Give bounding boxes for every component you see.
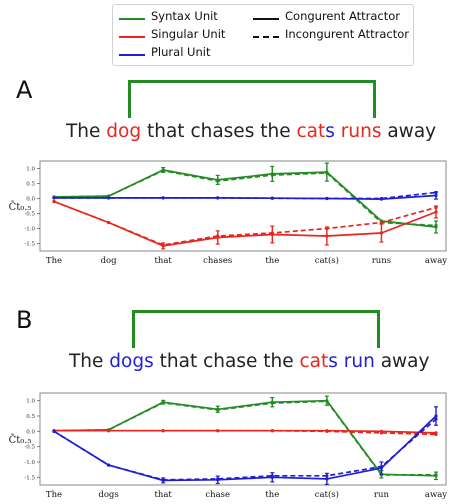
legend-line-syntax (119, 18, 145, 20)
series-line-syntax-incongruent (53, 169, 437, 227)
data-point-singular (106, 220, 111, 225)
sentence-word: The (69, 351, 110, 372)
data-point-singular (52, 199, 56, 204)
sentence-word: that chases the (141, 121, 297, 142)
legend-line-plural (119, 54, 145, 56)
legend-label-incongruent: Incongurent Attractor (285, 27, 409, 41)
legend-label-syntax: Syntax Unit (151, 9, 218, 23)
legend-label-singular: Singular Unit (151, 27, 226, 41)
sentence-word: away (381, 121, 437, 142)
panel-a-sentence: The dog that chases the cats runs away (66, 121, 436, 142)
x-tick-label: run (374, 490, 390, 500)
series-line-singular-congruent (53, 200, 437, 247)
panel-a-chart: 1.0 0.5 0.0 -0.5 -1.0 -1.5 C̃t₀.₅ The dog that cha… (9, 160, 447, 266)
data-point-plural (161, 196, 165, 200)
x-tick-label: that (154, 256, 172, 266)
data-point-singular (379, 431, 384, 435)
x-tick-label: chase (205, 490, 230, 500)
data-point-plural (379, 196, 384, 201)
sentence-word: s (325, 121, 335, 142)
y-tick-label: -1.5 (24, 242, 35, 248)
y-axis-label: C̃t₀.₅ (9, 201, 32, 213)
x-tick-label: The (46, 490, 62, 500)
data-point-singular (106, 429, 111, 433)
data-point-plural (216, 196, 220, 200)
series-line-syntax-incongruent (53, 400, 436, 476)
y-tick-label: 0.0 (26, 197, 35, 203)
sentence-word: cat (296, 121, 326, 142)
sentence-word: s (328, 351, 338, 372)
sentence-word: cat (299, 351, 329, 372)
y-tick-label: 0.5 (26, 182, 35, 188)
series-line-plural-incongruent (53, 418, 437, 481)
data-point-singular (216, 429, 220, 433)
x-tick-label: cat(s) (315, 255, 339, 266)
sentence-word: away (374, 351, 430, 372)
y-tick-label: -1.0 (24, 460, 35, 466)
panel-b-sentence: The dogs that chase the cats run away (69, 351, 429, 372)
sentence-word: The (66, 121, 107, 142)
series-line-syntax-congruent (53, 399, 437, 477)
x-tick-label: the (265, 490, 279, 500)
x-tick-label: runs (372, 256, 391, 266)
legend-label-plural: Plural Unit (151, 45, 211, 59)
data-point-singular (161, 429, 165, 433)
y-axis-label: C̃t₀.₅ (9, 434, 32, 446)
data-point-singular (325, 429, 329, 433)
data-point-singular (434, 432, 438, 436)
x-tick-label: dog (101, 256, 118, 266)
data-point-singular (379, 220, 384, 225)
x-tick-label: chases (203, 256, 232, 266)
plot-frame (39, 160, 447, 252)
sentence-word: run (343, 351, 375, 372)
x-tick-label: cat(s) (315, 489, 339, 500)
sentence-word: dogs (109, 351, 154, 372)
series-line-singular-congruent (54, 429, 437, 434)
x-tick-label: away (425, 490, 447, 500)
data-point-plural (52, 196, 56, 200)
y-tick-label: 1.0 (26, 399, 35, 405)
legend: Syntax Unit Singular Unit Plural Unit Co… (112, 4, 414, 66)
x-tick-label: The (46, 256, 62, 266)
panel-b-letter: B (16, 306, 33, 334)
panel-b-chart: 1.0 0.5 0.0 -0.5 -1.0 -1.5 C̃t₀.₅ The dogs that ch… (9, 392, 447, 500)
sentence-word: that chase the (153, 351, 300, 372)
legend-line-congruent (253, 18, 279, 20)
panel-b-bracket (132, 310, 380, 348)
data-point-plural (52, 429, 56, 433)
legend-label-congruent: Congurent Attractor (285, 9, 400, 23)
data-point-plural (106, 463, 111, 467)
legend-line-singular (119, 36, 145, 38)
legend-line-incongruent (253, 36, 279, 38)
y-tick-label: -1.0 (24, 227, 35, 233)
series-line-plural-congruent (54, 194, 437, 200)
data-point-plural (270, 196, 274, 200)
x-tick-label: that (154, 490, 172, 500)
data-point-singular (270, 429, 274, 433)
series-line-singular-incongruent (53, 200, 437, 246)
data-point-plural (325, 196, 329, 201)
panel-a-bracket (128, 80, 376, 118)
y-tick-label: 1.0 (26, 167, 35, 173)
x-tick-label: dogs (98, 490, 118, 500)
y-tick-label: -0.5 (24, 212, 35, 218)
x-tick-label: the (265, 256, 279, 266)
y-tick-label: 0.5 (26, 414, 35, 420)
data-point-plural (106, 196, 111, 200)
sentence-word: dog (106, 121, 142, 142)
x-tick-label: away (425, 256, 447, 266)
panel-a-letter: A (16, 76, 33, 104)
plot-frame (39, 392, 447, 486)
sentence-word: runs (340, 121, 382, 142)
y-tick-label: -1.5 (24, 475, 35, 481)
y-tick-label: 0.0 (26, 429, 35, 435)
y-tick-label: -0.5 (24, 445, 35, 451)
